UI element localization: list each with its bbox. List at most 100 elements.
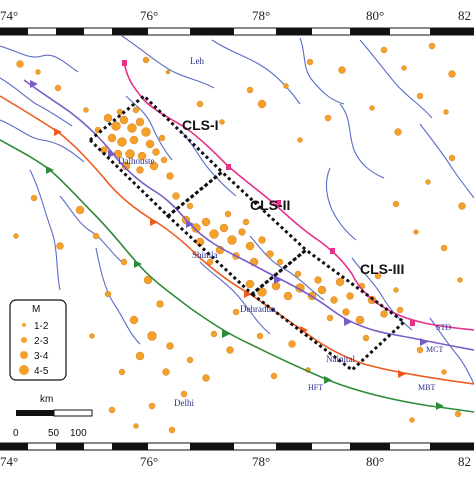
epicenter — [326, 314, 334, 322]
legend-label-3: 3-4 — [34, 351, 49, 362]
legend-label-1: 1-2 — [34, 321, 49, 332]
epicenter — [172, 192, 180, 200]
fault-marker — [226, 164, 231, 170]
frame-segment-dark — [0, 28, 28, 35]
epicenter — [270, 372, 278, 380]
epicenter — [425, 179, 431, 185]
mct-fault-line — [23, 79, 474, 351]
scale-tick-0: 0 — [13, 428, 19, 439]
epicenter — [147, 331, 157, 341]
epicenter — [186, 356, 194, 364]
epicenter — [443, 109, 449, 115]
epicenter — [232, 308, 240, 316]
river — [299, 37, 345, 105]
river — [59, 195, 123, 263]
epicenter — [156, 300, 164, 308]
frame-segment-dark — [276, 28, 312, 35]
scale-bar: km 0 50 100 — [13, 394, 93, 439]
epicenter — [441, 369, 447, 375]
fault-marker — [410, 320, 415, 326]
epicenter — [202, 374, 210, 382]
frame-segment-dark — [190, 443, 234, 450]
fault-marker — [244, 290, 252, 298]
river — [211, 39, 301, 105]
epicenter — [158, 134, 166, 142]
epicenter — [314, 276, 322, 284]
epicenter — [104, 290, 112, 298]
epicenter — [54, 84, 62, 92]
epicenter — [448, 70, 456, 78]
frame-segment-dark — [56, 28, 84, 35]
epicenter — [92, 232, 100, 240]
bottom-tick-80: 80° — [366, 454, 384, 469]
river — [339, 103, 385, 179]
epicenter — [13, 233, 19, 239]
epicenter — [121, 161, 131, 171]
top-tick-80: 80° — [366, 8, 384, 23]
fault-marker — [122, 60, 127, 66]
epicenter — [409, 417, 415, 423]
fault-marker — [54, 128, 62, 136]
river — [29, 169, 61, 291]
top-frame — [0, 27, 474, 36]
epicenter — [141, 127, 151, 137]
epicenter — [89, 333, 95, 339]
fault-marker — [324, 376, 332, 384]
epicenter — [306, 58, 314, 66]
frame-segment-dark — [190, 28, 234, 35]
epicenter — [374, 272, 382, 280]
epicenter — [271, 281, 281, 291]
epicenter — [246, 86, 254, 94]
mbt-fault-markers — [54, 128, 406, 378]
fault-marker — [436, 402, 444, 410]
epicenter — [416, 346, 424, 354]
std-label: STD — [436, 323, 451, 332]
cls-i-box — [87, 93, 225, 219]
mct-label: MCT — [426, 345, 443, 354]
epicenter — [83, 107, 89, 113]
fault-marker — [398, 370, 406, 378]
epicenter — [440, 244, 448, 252]
epicenter — [117, 137, 127, 147]
epicenter — [330, 296, 338, 304]
frame-segment-dark — [350, 28, 390, 35]
epicenter — [209, 229, 219, 239]
epicenter — [129, 135, 139, 145]
epicenter — [448, 154, 456, 162]
epicenter — [132, 106, 140, 114]
frame-segment-dark — [56, 443, 84, 450]
epicenter — [119, 115, 129, 125]
river — [359, 39, 433, 119]
frame-segment-dark — [430, 28, 474, 35]
epicenter — [143, 275, 153, 285]
epicenter — [129, 315, 139, 325]
place-delhi: Delhi — [174, 398, 194, 408]
legend-title: M — [32, 304, 40, 315]
fault-marker — [274, 276, 282, 284]
epicenter — [346, 292, 354, 300]
scale-unit: km — [40, 394, 53, 405]
epicenter — [276, 258, 284, 266]
frame-segment-dark — [0, 443, 28, 450]
cls-i-label: CLS-I — [182, 117, 219, 133]
river — [419, 123, 474, 199]
epicenter — [283, 291, 293, 301]
epicenter — [266, 250, 274, 258]
river — [249, 235, 325, 301]
fault-marker — [222, 330, 230, 338]
river — [95, 247, 141, 345]
epicenter — [125, 149, 135, 159]
epicenter — [162, 368, 170, 376]
fault-marker — [150, 218, 158, 226]
epicenter — [413, 229, 419, 235]
river — [0, 119, 85, 163]
epicenter — [120, 258, 128, 266]
bottom-frame — [0, 442, 474, 451]
legend-dot-3 — [20, 351, 28, 359]
epicenter — [152, 148, 160, 156]
epicenter — [148, 402, 156, 410]
scale-tick-50: 50 — [48, 428, 60, 439]
epicenter — [227, 235, 237, 245]
epicenter — [186, 202, 194, 210]
epicenter — [118, 368, 126, 376]
